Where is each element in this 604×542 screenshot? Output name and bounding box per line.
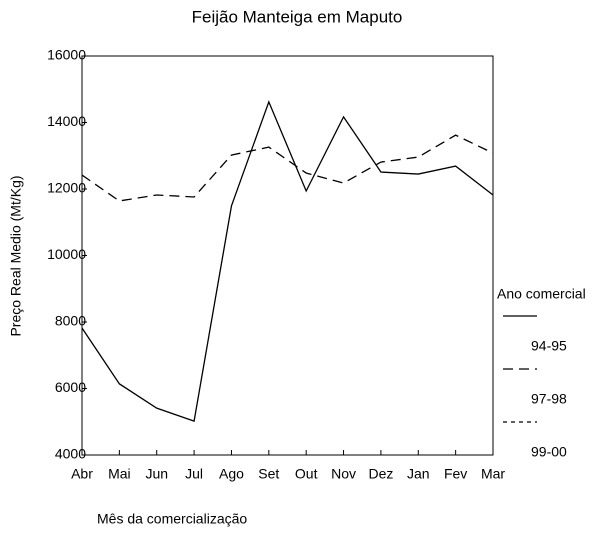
y-axis-label: Preço Real Medio (Mt/Kg): [8, 175, 24, 336]
series-line: [81, 100, 494, 422]
x-tick-label: Mar: [481, 466, 505, 482]
x-axis-label: Mês da comercialização: [97, 511, 247, 527]
legend-title: Ano comercial: [497, 286, 586, 302]
x-tick-label: Jul: [185, 466, 203, 482]
y-tick-label: 8000: [55, 313, 86, 329]
legend-label: 97-98: [531, 391, 567, 407]
x-tick-label: Mai: [108, 466, 131, 482]
x-tick-label: Set: [258, 466, 279, 482]
y-tick-label: 16000: [47, 47, 86, 63]
y-tick-label: 4000: [55, 446, 86, 462]
y-tick-label: 6000: [55, 379, 86, 395]
x-tick-label: Dez: [368, 466, 393, 482]
x-tick-label: Fev: [444, 466, 467, 482]
chart-title: Feijão Manteiga em Maputo: [192, 7, 403, 26]
y-tick-label: 12000: [47, 180, 86, 196]
plot-frame: [81, 55, 494, 456]
x-tick-label: Nov: [331, 466, 356, 482]
x-tick-label: Jan: [407, 466, 430, 482]
series-line: [81, 134, 494, 202]
x-tick-label: Ago: [219, 466, 244, 482]
y-tick-label: 14000: [47, 113, 86, 129]
y-tick-label: 10000: [47, 246, 86, 262]
legend-label: 99-00: [531, 444, 567, 460]
legend-label: 94-95: [531, 338, 567, 354]
x-tick-label: Abr: [71, 466, 93, 482]
x-tick-label: Jun: [145, 466, 168, 482]
x-tick-label: Out: [295, 466, 318, 482]
